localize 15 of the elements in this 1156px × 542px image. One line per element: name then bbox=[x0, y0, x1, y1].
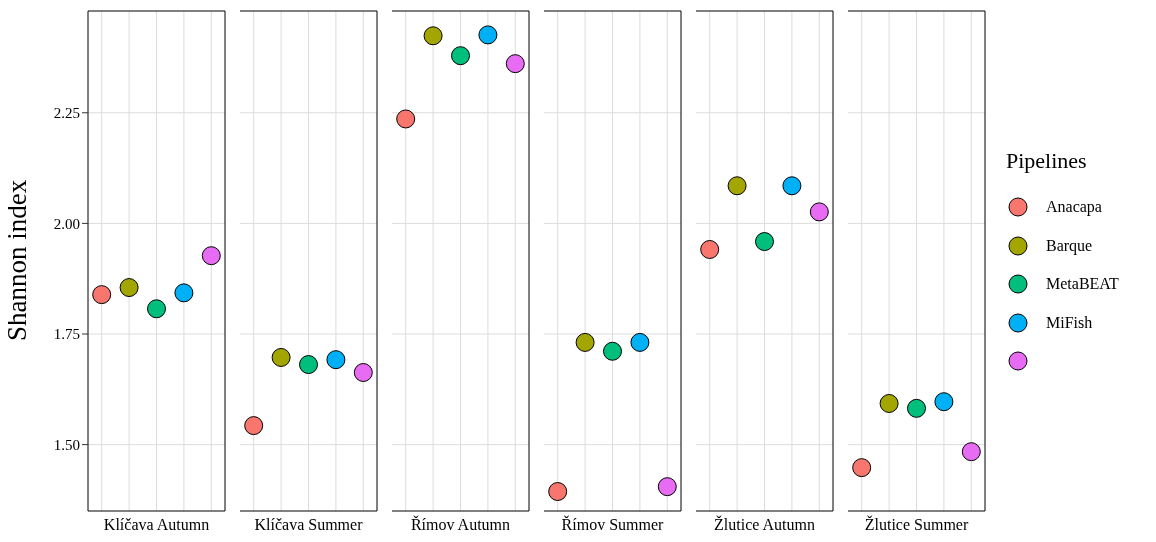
legend-label: Anacapa bbox=[1046, 198, 1102, 217]
y-tick-label: 2.00 bbox=[53, 215, 80, 232]
y-tick-label: 1.50 bbox=[53, 436, 80, 453]
legend-label: Barque bbox=[1046, 236, 1093, 255]
legend-label: MiFish bbox=[1046, 313, 1093, 332]
y-tick-label: 1.75 bbox=[53, 326, 80, 343]
x-tick-label: Žlutice Autumn bbox=[714, 515, 815, 534]
x-tick-label: Římov Autumn bbox=[410, 515, 511, 534]
x-tick-label: Žlutice Summer bbox=[864, 515, 969, 534]
x-tick-label: Římov Summer bbox=[561, 515, 665, 534]
x-tick-label: Klíčava Autumn bbox=[103, 516, 210, 534]
legend-title: Pipelines bbox=[1006, 148, 1088, 174]
y-tick-label: 2.25 bbox=[53, 105, 80, 122]
x-tick-label: Klíčava Summer bbox=[254, 516, 364, 534]
legend-label: MetaBEAT bbox=[1046, 275, 1119, 294]
